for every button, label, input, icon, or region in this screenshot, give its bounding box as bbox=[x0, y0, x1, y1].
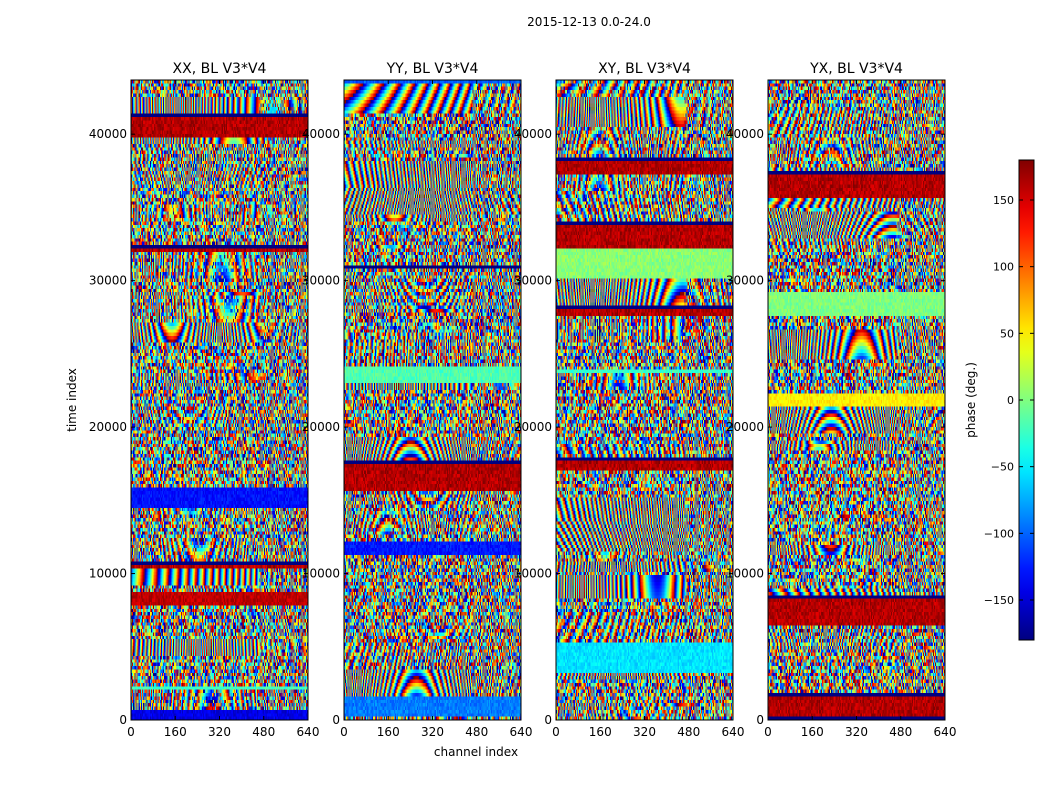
panel-1: XX, BL V3*V4 0 160 320 480 640 0 10000 20000 3000… bbox=[89, 61, 320, 739]
x-tick-label: 480 bbox=[465, 725, 488, 739]
y-tick-label: 20000 bbox=[89, 420, 127, 434]
x-tick-label: 0 bbox=[340, 725, 348, 739]
colorbar-tick-label: 50 bbox=[1000, 327, 1014, 340]
panel-title: YX, BL V3*V4 bbox=[809, 61, 903, 77]
y-tick-label: 30000 bbox=[89, 274, 127, 288]
y-tick-label: 30000 bbox=[302, 274, 340, 288]
y-tick-label: 40000 bbox=[302, 127, 340, 141]
colorbar-tick-label: 150 bbox=[993, 194, 1014, 207]
panel-4: YX, BL V3*V4 0 160 320 480 640 0 10000 20000 3000… bbox=[726, 61, 957, 739]
y-tick-label: 30000 bbox=[726, 274, 764, 288]
panel-3: XY, BL V3*V4 0 160 320 480 640 0 10000 20000 3000… bbox=[514, 61, 745, 739]
y-tick-label: 40000 bbox=[514, 127, 552, 141]
colorbar-tick-label: −150 bbox=[984, 594, 1014, 607]
phase-heatmap-3 bbox=[556, 80, 733, 720]
x-tick-label: 480 bbox=[252, 725, 275, 739]
y-tick-label: 10000 bbox=[302, 567, 340, 581]
x-tick-label: 160 bbox=[589, 725, 612, 739]
x-tick-label: 160 bbox=[377, 725, 400, 739]
y-tick-label: 40000 bbox=[726, 127, 764, 141]
x-tick-label: 640 bbox=[510, 725, 533, 739]
x-tick-label: 480 bbox=[677, 725, 700, 739]
x-tick-label: 320 bbox=[421, 725, 444, 739]
colorbar-tick-label: −50 bbox=[991, 461, 1014, 474]
panel-title: XX, BL V3*V4 bbox=[173, 61, 267, 77]
colorbar-tick-label: −100 bbox=[984, 527, 1014, 540]
panel-title: XY, BL V3*V4 bbox=[598, 61, 691, 77]
panel-title: YY, BL V3*V4 bbox=[386, 61, 479, 77]
y-tick-label: 20000 bbox=[514, 420, 552, 434]
y-tick-label: 20000 bbox=[302, 420, 340, 434]
phase-heatmap-2 bbox=[344, 80, 521, 720]
y-tick-label: 0 bbox=[119, 713, 127, 727]
y-tick-label: 0 bbox=[332, 713, 340, 727]
x-tick-label: 640 bbox=[722, 725, 745, 739]
y-tick-label: 10000 bbox=[514, 567, 552, 581]
x-tick-label: 640 bbox=[297, 725, 320, 739]
y-tick-label: 20000 bbox=[726, 420, 764, 434]
x-tick-label: 0 bbox=[127, 725, 135, 739]
x-tick-label: 0 bbox=[764, 725, 772, 739]
x-tick-label: 320 bbox=[633, 725, 656, 739]
x-tick-label: 0 bbox=[552, 725, 560, 739]
y-tick-label: 40000 bbox=[89, 127, 127, 141]
phase-heatmap-4 bbox=[768, 80, 945, 720]
y-tick-label: 10000 bbox=[89, 567, 127, 581]
colorbar-tick-label: 100 bbox=[993, 261, 1014, 274]
y-tick-label: 10000 bbox=[726, 567, 764, 581]
x-tick-label: 160 bbox=[164, 725, 187, 739]
figure-suptitle: 2015-12-13 0.0-24.0 bbox=[527, 15, 651, 29]
x-tick-label: 320 bbox=[208, 725, 231, 739]
x-tick-label: 640 bbox=[934, 725, 957, 739]
y-tick-label: 0 bbox=[544, 713, 552, 727]
colorbar-tick-label: 0 bbox=[1007, 394, 1014, 407]
panel-2: YY, BL V3*V4 0 160 320 480 640 0 10000 20000 3000… bbox=[302, 61, 533, 739]
y-axis-label: time index bbox=[65, 368, 79, 432]
x-tick-label: 320 bbox=[845, 725, 868, 739]
panels-group: XX, BL V3*V4 0 160 320 480 640 0 10000 20000 3000… bbox=[89, 61, 957, 739]
x-tick-label: 480 bbox=[889, 725, 912, 739]
colorbar: −150 −100 −50 0 50 100 150 phase (deg.) bbox=[964, 159, 1035, 641]
y-tick-label: 30000 bbox=[514, 274, 552, 288]
x-tick-label: 160 bbox=[801, 725, 824, 739]
colorbar-label: phase (deg.) bbox=[964, 362, 978, 438]
x-axis-label: channel index bbox=[434, 745, 518, 759]
y-tick-label: 0 bbox=[756, 713, 764, 727]
phase-heatmap-1 bbox=[131, 80, 308, 720]
